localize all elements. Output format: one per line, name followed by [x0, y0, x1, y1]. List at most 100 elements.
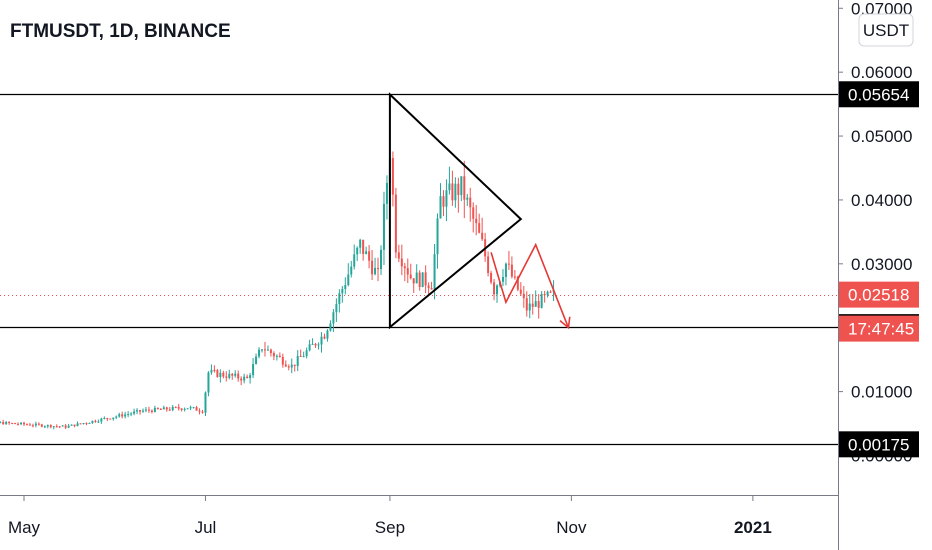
- candle: [61, 424, 64, 427]
- candle: [380, 245, 382, 275]
- candle: [258, 347, 261, 359]
- horizontal-levels: [0, 93, 838, 446]
- candle: [237, 370, 240, 382]
- candle: [31, 423, 34, 428]
- triangle-pattern: [388, 92, 523, 330]
- candle: [2, 419, 5, 425]
- candle: [130, 412, 133, 417]
- candle: [442, 190, 445, 217]
- candle: [174, 406, 177, 409]
- y-tick-label: 0.06000: [851, 63, 912, 82]
- candle: [8, 421, 11, 425]
- candle: [186, 408, 189, 410]
- candle: [156, 407, 159, 410]
- candle: [64, 424, 67, 430]
- candle: [478, 213, 481, 234]
- candle: [302, 351, 305, 358]
- candle: [207, 371, 210, 397]
- candle: [341, 285, 344, 303]
- x-tick-label: Nov: [556, 518, 587, 537]
- candle: [382, 191, 385, 265]
- projection-line[interactable]: [490, 242, 570, 328]
- candle: [314, 342, 317, 349]
- candle: [368, 245, 371, 269]
- countdown-tag: 17:47:45: [839, 315, 919, 342]
- candle: [150, 409, 153, 414]
- candle: [504, 262, 507, 286]
- candle: [323, 333, 326, 340]
- candle: [124, 411, 127, 419]
- candle: [537, 294, 540, 319]
- candle: [374, 257, 377, 276]
- candle: [46, 424, 49, 429]
- candle: [507, 250, 510, 270]
- candle: [240, 376, 243, 386]
- candle: [377, 257, 380, 282]
- candle: [365, 246, 368, 255]
- candle: [112, 417, 115, 421]
- candle: [201, 409, 204, 414]
- candle: [70, 424, 73, 426]
- candle: [510, 256, 513, 279]
- candle: [231, 373, 234, 380]
- symbol-title: FTMUSDT, 1D, BINANCE: [10, 21, 231, 42]
- candle: [28, 422, 31, 426]
- candle: [97, 419, 100, 423]
- candle: [252, 358, 255, 379]
- candle: [269, 348, 272, 357]
- candle: [225, 371, 228, 382]
- y-tick-label: 0.04000: [851, 191, 912, 210]
- candle: [192, 406, 195, 409]
- candle: [418, 270, 421, 291]
- candle: [540, 291, 543, 309]
- candle: [34, 421, 37, 428]
- svg-text:0.02518: 0.02518: [848, 286, 909, 305]
- candle: [37, 422, 40, 426]
- candle: [147, 406, 150, 413]
- candle: [454, 177, 457, 208]
- candle: [513, 269, 516, 280]
- candle: [243, 373, 246, 384]
- candle: [115, 415, 118, 420]
- candle: [519, 282, 522, 297]
- candle: [299, 349, 302, 358]
- candle: [397, 244, 400, 263]
- candle: [85, 422, 88, 426]
- candle: [487, 251, 490, 277]
- candle: [350, 260, 353, 278]
- candle: [67, 423, 70, 429]
- candle: [171, 404, 174, 412]
- axes: 0.070000.060000.050000.040000.030000.020…: [0, 0, 912, 550]
- candle: [183, 407, 186, 412]
- candle: [430, 281, 433, 290]
- candle: [0, 421, 2, 424]
- candle: [213, 365, 216, 373]
- triangle-shape[interactable]: [388, 92, 523, 330]
- candle: [400, 244, 403, 276]
- candle: [52, 426, 55, 430]
- candle: [543, 290, 546, 303]
- candle: [153, 405, 156, 413]
- currency-button[interactable]: USDT: [858, 13, 914, 47]
- candle: [406, 258, 409, 284]
- candle: [403, 262, 406, 282]
- candle: [278, 352, 281, 358]
- svg-text:0.05654: 0.05654: [848, 85, 909, 104]
- candle: [293, 364, 296, 372]
- candle: [219, 369, 222, 383]
- candle: [409, 263, 412, 280]
- candle: [338, 289, 341, 313]
- candle: [439, 183, 442, 219]
- candle: [58, 426, 61, 429]
- svg-text:0.00175: 0.00175: [848, 435, 909, 454]
- candle: [463, 160, 466, 219]
- candle: [317, 342, 320, 350]
- candle: [284, 360, 287, 368]
- candle: [20, 422, 23, 426]
- candle: [49, 424, 52, 429]
- candle: [353, 244, 356, 270]
- candle: [287, 364, 290, 371]
- candle: [121, 411, 124, 419]
- candle: [255, 353, 258, 365]
